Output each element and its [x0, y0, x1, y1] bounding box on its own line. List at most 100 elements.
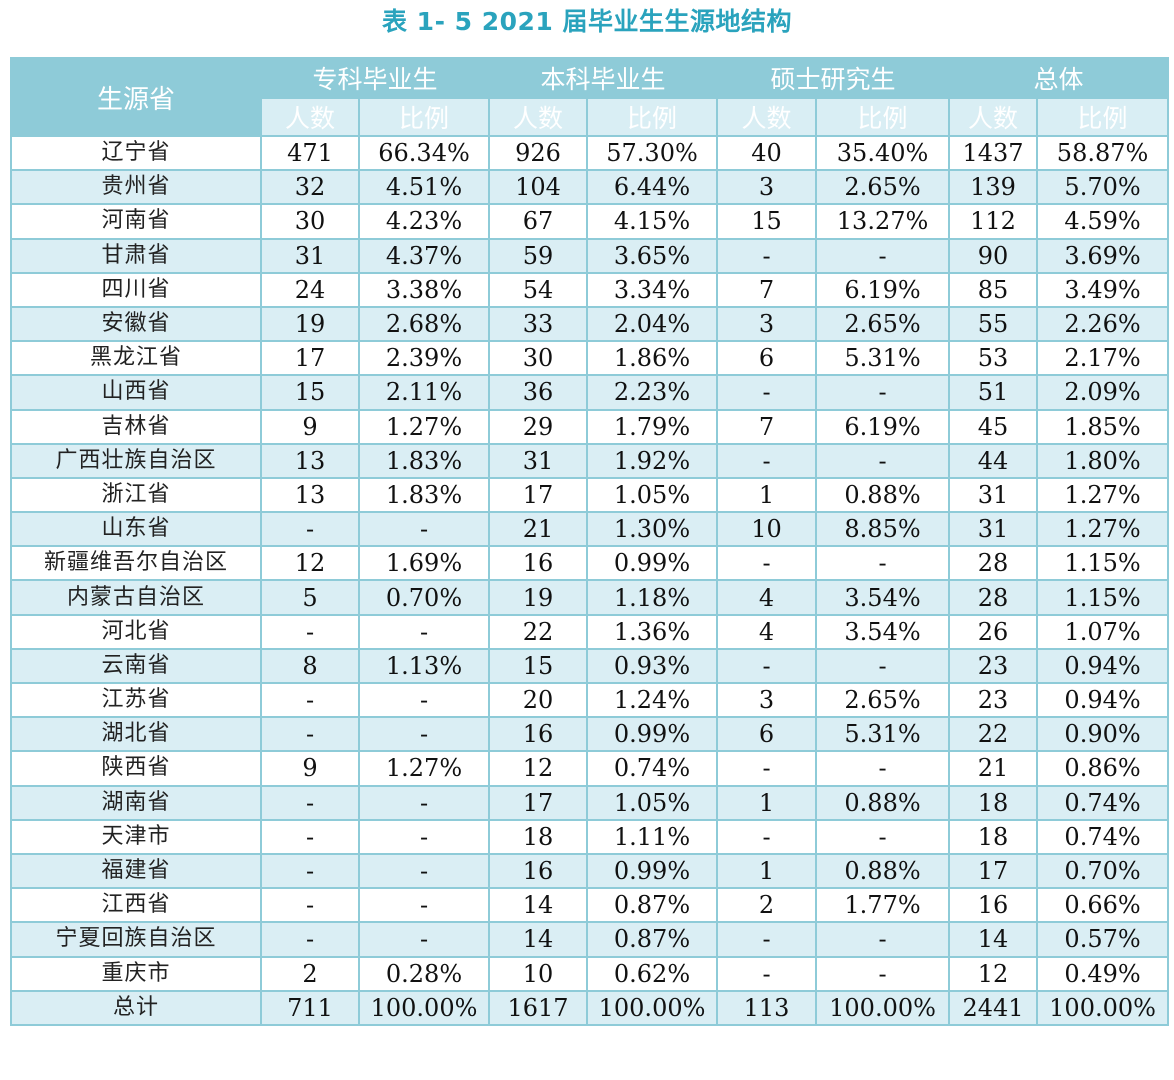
- ratio-cell: 1.83%: [357, 476, 491, 514]
- count-cell: 24: [260, 271, 360, 308]
- ratio-cell: 0.74%: [1036, 784, 1170, 821]
- ratio-cell: 5.31%: [815, 340, 951, 377]
- ratio-cell: 1.27%: [1036, 511, 1170, 548]
- province-cell: 江苏省: [10, 681, 262, 719]
- count-cell: 67: [488, 203, 589, 240]
- subheader-count: 人数: [260, 98, 360, 136]
- ratio-cell: 1.05%: [586, 784, 719, 821]
- ratio-cell: 1.27%: [357, 750, 491, 787]
- count-cell: 44: [948, 442, 1039, 479]
- count-cell: 10: [716, 511, 818, 548]
- count-cell: 13: [260, 442, 360, 479]
- count-cell: 471: [260, 134, 360, 172]
- ratio-cell: 3.54%: [815, 613, 951, 650]
- province-cell: 新疆维吾尔自治区: [10, 545, 262, 582]
- ratio-cell: 1.36%: [586, 613, 719, 650]
- province-cell: 重庆市: [10, 955, 262, 992]
- ratio-cell: 13.27%: [815, 203, 951, 240]
- count-cell: 22: [948, 716, 1039, 753]
- header-group-master: 硕士研究生: [716, 57, 951, 99]
- ratio-cell: 57.30%: [586, 134, 719, 172]
- count-cell: 33: [488, 305, 589, 343]
- ratio-cell: 0.74%: [1036, 818, 1170, 855]
- table-row: 湖南省 - -17 1.05% 1 0.88% 18 0.74%: [10, 784, 1170, 821]
- subheader-count: 人数: [716, 98, 818, 136]
- ratio-cell: 0.99%: [586, 545, 719, 582]
- count-cell: -: [260, 852, 360, 890]
- ratio-cell: 100.00%: [815, 989, 951, 1026]
- province-cell: 甘肃省: [10, 237, 262, 274]
- count-cell: 16: [948, 887, 1039, 924]
- ratio-cell: 1.69%: [357, 545, 491, 582]
- count-cell: 18: [948, 784, 1039, 821]
- count-cell: 16: [488, 852, 589, 890]
- count-cell: -: [716, 442, 818, 479]
- count-cell: 19: [488, 579, 589, 616]
- ratio-cell: -: [357, 921, 491, 958]
- count-cell: -: [260, 681, 360, 719]
- province-cell: 安徽省: [10, 305, 262, 343]
- count-cell: 139: [948, 169, 1039, 206]
- ratio-cell: -: [815, 955, 951, 992]
- ratio-cell: 2.26%: [1036, 305, 1170, 343]
- ratio-cell: 0.28%: [357, 955, 491, 992]
- table-row: 河南省 30 4.23% 67 4.15% 15 13.27% 112 4.59%: [10, 203, 1170, 240]
- count-cell: 104: [488, 169, 589, 206]
- ratio-cell: 1.27%: [1036, 476, 1170, 514]
- ratio-cell: 1.18%: [586, 579, 719, 616]
- count-cell: 926: [488, 134, 589, 172]
- count-cell: -: [260, 613, 360, 650]
- count-cell: 59: [488, 237, 589, 274]
- province-cell: 山东省: [10, 511, 262, 548]
- ratio-cell: 0.88%: [815, 852, 951, 890]
- count-cell: 10: [488, 955, 589, 992]
- table-row: 湖北省 - -16 0.99% 6 5.31% 22 0.90%: [10, 716, 1170, 753]
- ratio-cell: -: [357, 681, 491, 719]
- ratio-cell: -: [357, 511, 491, 548]
- table-row: 云南省 8 1.13% 15 0.93% - -23 0.94%: [10, 647, 1170, 685]
- total-row: 总计 711 100.00% 1617 100.00% 113 100.00% 2441 100…: [10, 989, 1170, 1026]
- ratio-cell: 3.38%: [357, 271, 491, 308]
- count-cell: 23: [948, 647, 1039, 685]
- count-cell: 32: [260, 169, 360, 206]
- ratio-cell: 4.15%: [586, 203, 719, 240]
- table-row: 福建省 - -16 0.99% 1 0.88% 17 0.70%: [10, 852, 1170, 890]
- count-cell: -: [716, 818, 818, 855]
- province-cell: 河北省: [10, 613, 262, 650]
- ratio-cell: 0.93%: [586, 647, 719, 685]
- count-cell: 53: [948, 340, 1039, 377]
- ratio-cell: 0.99%: [586, 852, 719, 890]
- count-cell: 18: [488, 818, 589, 855]
- count-cell: -: [716, 921, 818, 958]
- ratio-cell: 0.88%: [815, 784, 951, 821]
- count-cell: 3: [716, 169, 818, 206]
- count-cell: 3: [716, 305, 818, 343]
- ratio-cell: 2.65%: [815, 681, 951, 719]
- ratio-cell: 2.11%: [357, 374, 491, 411]
- count-cell: 31: [260, 237, 360, 274]
- ratio-cell: 4.51%: [357, 169, 491, 206]
- table-body: 辽宁省 471 66.34% 926 57.30% 40 35.40% 1437 58.87% 贵…: [10, 134, 1170, 1026]
- count-cell: 9: [260, 750, 360, 787]
- ratio-cell: -: [815, 750, 951, 787]
- province-cell: 总计: [10, 989, 262, 1026]
- province-cell: 天津市: [10, 818, 262, 855]
- ratio-cell: 0.74%: [586, 750, 719, 787]
- ratio-cell: -: [357, 784, 491, 821]
- ratio-cell: 0.94%: [1036, 647, 1170, 685]
- count-cell: -: [716, 750, 818, 787]
- count-cell: 14: [948, 921, 1039, 958]
- table-row: 广西壮族自治区 13 1.83% 31 1.92% - -44 1.80%: [10, 442, 1170, 479]
- count-cell: 20: [488, 681, 589, 719]
- ratio-cell: 0.49%: [1036, 955, 1170, 992]
- province-cell: 内蒙古自治区: [10, 579, 262, 616]
- province-cell: 山西省: [10, 374, 262, 411]
- ratio-cell: 5.70%: [1036, 169, 1170, 206]
- subheader-ratio: 比例: [815, 98, 951, 136]
- count-cell: 85: [948, 271, 1039, 308]
- count-cell: 2441: [948, 989, 1039, 1026]
- count-cell: 55: [948, 305, 1039, 343]
- ratio-cell: -: [815, 818, 951, 855]
- ratio-cell: 1.15%: [1036, 579, 1170, 616]
- ratio-cell: 6.19%: [815, 408, 951, 445]
